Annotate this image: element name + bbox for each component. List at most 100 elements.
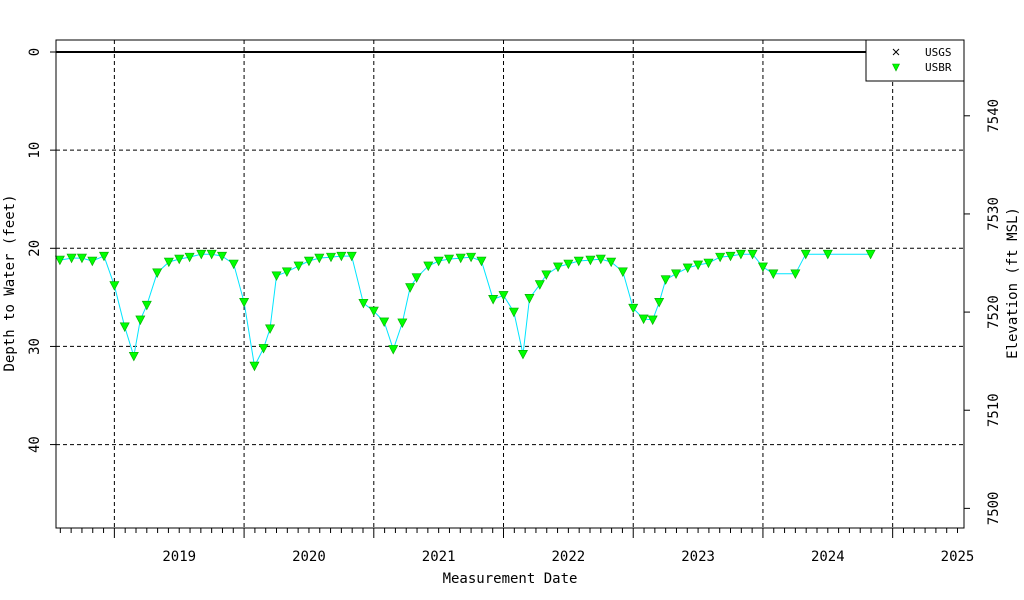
x-tick-label: 2020	[292, 549, 326, 565]
data-point	[715, 252, 726, 263]
data-point	[757, 262, 768, 273]
legend-box	[865, 39, 965, 82]
x-tick-label: 2021	[422, 549, 456, 565]
data-point	[585, 255, 596, 266]
data-point	[281, 267, 292, 277]
data-point	[152, 268, 163, 278]
data-point	[725, 251, 736, 262]
data-point	[747, 249, 758, 260]
data-point	[498, 291, 509, 301]
data-point	[517, 349, 528, 360]
data-point	[379, 317, 390, 328]
data-point	[174, 254, 185, 265]
data-point	[119, 322, 130, 332]
data-point	[293, 261, 304, 272]
data-point	[98, 251, 109, 262]
data-point	[128, 351, 139, 362]
y2-tick-label: 7520	[986, 295, 1002, 329]
legend-usgs-marker-icon	[892, 48, 900, 56]
data-point	[660, 275, 671, 285]
x-tick-label: 2023	[681, 549, 715, 565]
data-point	[265, 324, 276, 334]
data-point	[682, 263, 693, 274]
data-point	[534, 280, 545, 290]
plot-frame	[55, 39, 965, 529]
data-point	[573, 256, 584, 267]
legend-entry-usbr: USBR	[925, 61, 952, 74]
data-point	[405, 283, 416, 293]
data-point	[184, 252, 195, 263]
data-point	[508, 307, 519, 318]
data-point	[54, 255, 65, 266]
data-point	[541, 270, 552, 280]
data-point	[693, 260, 704, 271]
data-point	[595, 254, 606, 265]
data-point	[524, 294, 535, 304]
legend-entry-usgs: USGS	[925, 46, 952, 59]
legend: USGS USBR	[865, 39, 965, 82]
data-point	[628, 303, 639, 314]
data-point	[66, 253, 77, 264]
data-point	[346, 251, 357, 262]
y2-tick-label: 7540	[986, 99, 1002, 133]
data-point	[455, 253, 466, 264]
y-tick-label: 40	[27, 436, 43, 453]
data-point	[141, 300, 152, 311]
data-point	[388, 345, 399, 355]
series-line-usbr	[59, 253, 871, 368]
data-point	[163, 257, 174, 268]
data-point	[647, 315, 658, 326]
data-point	[239, 297, 250, 308]
x-tick-label: 2024	[811, 549, 845, 565]
data-point	[196, 249, 207, 260]
data-point	[703, 258, 714, 269]
data-point	[206, 249, 217, 260]
y-tick-label: 20	[27, 240, 43, 257]
y-axis-title: Depth to Water (feet)	[2, 194, 18, 371]
data-point	[654, 297, 665, 308]
data-point	[249, 361, 260, 372]
series-layer	[54, 249, 876, 372]
legend-usbr-marker-icon	[892, 63, 900, 72]
data-point	[217, 251, 228, 262]
data-point	[411, 273, 422, 283]
data-point	[563, 259, 574, 270]
data-point	[488, 295, 499, 305]
data-point	[768, 269, 779, 279]
y-tick-label: 30	[27, 338, 43, 355]
y2-tick-label: 7510	[986, 393, 1002, 427]
data-point	[671, 269, 682, 279]
y-tick-label: 10	[27, 142, 43, 159]
data-point	[325, 252, 336, 263]
data-point	[87, 256, 98, 267]
data-point	[476, 256, 487, 267]
data-point	[314, 253, 325, 264]
data-point	[228, 259, 239, 270]
y2-axis-title: Elevation (ft MSL)	[1005, 207, 1021, 359]
data-point	[336, 251, 347, 262]
data-point	[109, 281, 120, 291]
data-point	[303, 256, 314, 267]
data-point	[258, 344, 269, 354]
data-point	[800, 249, 811, 260]
data-point	[552, 262, 563, 273]
x-axis-title: Measurement Date	[443, 571, 578, 587]
data-point	[617, 267, 628, 277]
data-point	[76, 253, 87, 264]
data-point	[368, 306, 379, 317]
data-point	[433, 256, 444, 267]
data-point	[606, 257, 617, 268]
x-tick-label: 2019	[162, 549, 196, 565]
data-point	[790, 269, 801, 279]
y-tick-label: 0	[27, 48, 43, 56]
data-point	[397, 318, 408, 329]
data-point	[735, 249, 746, 260]
data-point	[423, 261, 434, 272]
data-point	[444, 254, 455, 265]
x-tick-label: 2022	[552, 549, 586, 565]
y2-tick-label: 7530	[986, 197, 1002, 231]
x-tick-label: 2025	[941, 549, 975, 565]
grid-lines	[56, 40, 964, 528]
data-point	[638, 314, 649, 325]
data-point	[135, 315, 146, 326]
